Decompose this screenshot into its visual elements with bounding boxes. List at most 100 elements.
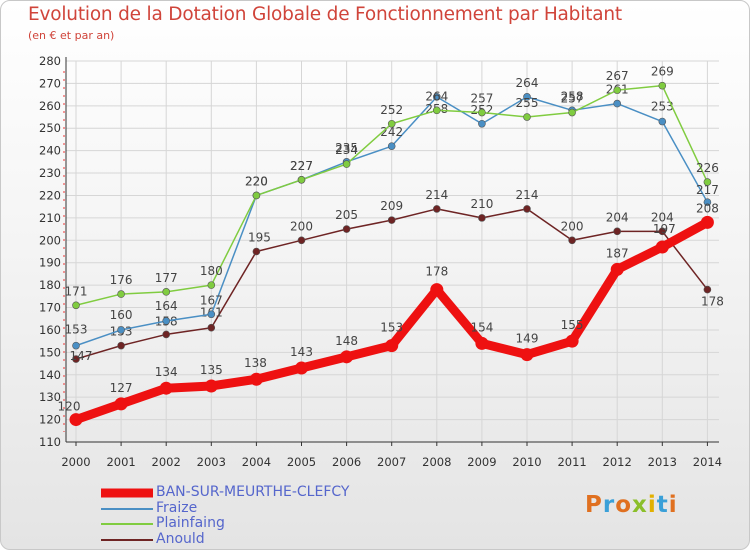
y-tick-label: 150 [39, 345, 61, 359]
y-tick-label: 140 [39, 368, 61, 382]
legend-item: Anould [156, 532, 205, 547]
data-point [704, 179, 711, 186]
data-label: 255 [516, 96, 539, 110]
y-tick-label: 180 [39, 278, 61, 292]
data-label: 120 [58, 400, 81, 414]
logo-letter: t [657, 492, 669, 518]
x-tick-label: 2004 [242, 455, 271, 469]
x-tick-label: 2006 [332, 455, 361, 469]
x-tick-label: 2001 [106, 455, 135, 469]
data-label: 269 [651, 65, 674, 79]
data-point [659, 118, 666, 125]
data-point [388, 120, 395, 127]
data-point [478, 120, 485, 127]
x-tick-label: 2003 [197, 455, 226, 469]
data-label: 195 [248, 231, 271, 245]
y-tick-label: 110 [39, 435, 61, 449]
y-tick-label: 170 [39, 301, 61, 315]
data-point [614, 100, 621, 107]
x-tick-label: 2012 [603, 455, 632, 469]
data-point [701, 216, 714, 229]
data-label: 220 [245, 174, 268, 188]
logo-letter: r [603, 492, 615, 518]
data-label: 153 [380, 321, 403, 335]
data-point [208, 324, 215, 331]
data-point [478, 109, 485, 116]
data-point [343, 226, 350, 233]
data-label: 209 [380, 199, 403, 213]
data-point [163, 288, 170, 295]
data-label: 200 [290, 219, 313, 233]
chart-panel: Evolution de la Dotation Globale de Fonc… [0, 0, 750, 550]
data-point [430, 283, 443, 296]
x-tick-label: 2008 [422, 455, 451, 469]
data-label: 257 [470, 92, 493, 106]
x-tick-label: 2000 [61, 455, 90, 469]
y-tick-label: 240 [39, 144, 61, 158]
data-label: 176 [110, 273, 133, 287]
proxiti-logo: Proxiti [585, 492, 678, 518]
logo-letter: i [648, 492, 657, 518]
data-label: 155 [561, 318, 584, 332]
data-point [433, 107, 440, 114]
data-point [118, 291, 125, 298]
data-label: 264 [516, 76, 539, 90]
data-point [614, 87, 621, 94]
data-point [298, 237, 305, 244]
data-point [656, 241, 669, 254]
data-label: 160 [110, 308, 133, 322]
data-label: 127 [110, 381, 133, 395]
x-tick-label: 2014 [693, 455, 722, 469]
data-label: 149 [516, 332, 539, 346]
y-tick-label: 210 [39, 211, 61, 225]
data-point [295, 362, 308, 375]
data-point [475, 337, 488, 350]
data-label: 205 [335, 208, 358, 222]
data-point [73, 302, 80, 309]
data-label: 214 [516, 188, 539, 202]
data-point [160, 382, 173, 395]
data-point [524, 114, 531, 121]
data-label: 147 [70, 349, 93, 363]
data-label: 234 [335, 143, 358, 157]
data-label: 164 [155, 299, 178, 313]
logo-letter: P [585, 492, 603, 518]
data-label: 178 [425, 265, 448, 279]
data-label: 154 [470, 320, 493, 334]
data-label: 252 [380, 103, 403, 117]
data-point [343, 161, 350, 168]
line-chart: 1101201301401501601701801902002102202302… [1, 1, 749, 549]
y-tick-label: 250 [39, 121, 61, 135]
data-point [118, 342, 125, 349]
data-label: 171 [65, 284, 88, 298]
legend-item: Plainfaing [156, 516, 225, 531]
data-label: 204 [606, 210, 629, 224]
data-label: 257 [561, 92, 584, 106]
data-label: 200 [561, 219, 584, 233]
data-point [205, 379, 218, 392]
y-tick-label: 270 [39, 76, 61, 90]
data-label: 210 [470, 197, 493, 211]
data-point [73, 342, 80, 349]
y-tick-label: 230 [39, 166, 61, 180]
data-label: 153 [65, 323, 88, 337]
y-tick-label: 220 [39, 188, 61, 202]
y-tick-label: 200 [39, 233, 61, 247]
data-point [340, 350, 353, 363]
data-point [163, 317, 170, 324]
x-tick-label: 2011 [557, 455, 586, 469]
data-point [298, 176, 305, 183]
data-point [388, 143, 395, 150]
data-label: 143 [290, 345, 313, 359]
data-point [208, 282, 215, 289]
data-point [704, 286, 711, 293]
data-point [566, 335, 579, 348]
data-label: 178 [701, 295, 724, 309]
data-label: 134 [155, 365, 178, 379]
logo-letter: i [669, 492, 678, 518]
y-tick-label: 280 [39, 54, 61, 68]
x-tick-label: 2002 [152, 455, 181, 469]
logo-letter: o [615, 492, 632, 518]
data-point [478, 214, 485, 221]
data-label: 226 [696, 161, 719, 175]
